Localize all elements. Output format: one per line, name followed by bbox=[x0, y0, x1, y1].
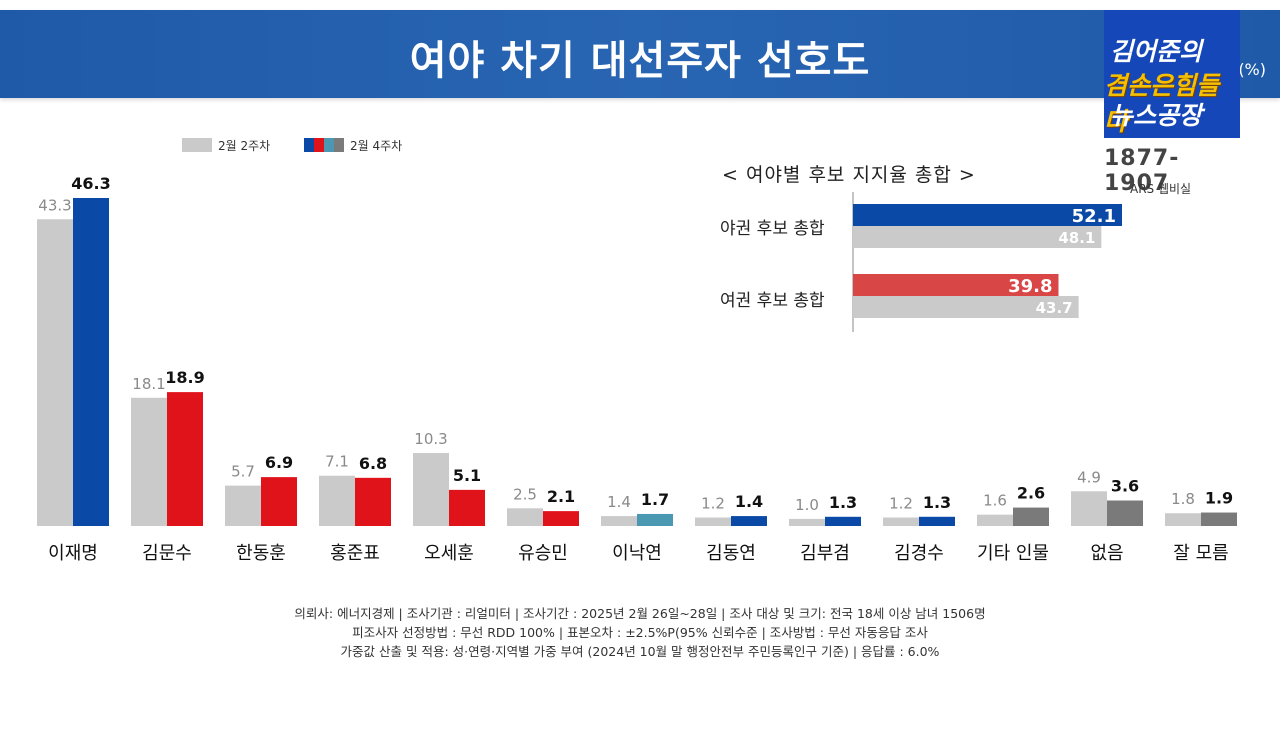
bar-week4 bbox=[355, 477, 391, 526]
legend-swatch-week4 bbox=[304, 138, 344, 152]
logo-background bbox=[1104, 10, 1240, 138]
inset-title: < 여야별 후보 지지율 총합 > bbox=[722, 164, 976, 186]
data-label-week4: 1.7 bbox=[641, 490, 669, 509]
bar-week2 bbox=[37, 219, 73, 527]
data-label-week4: 5.1 bbox=[453, 466, 481, 485]
inset-value-week4: 39.8 bbox=[1008, 276, 1052, 297]
inset-label-opposition: 야권 후보 총합 bbox=[720, 219, 825, 239]
data-label-week2: 4.9 bbox=[1077, 468, 1101, 486]
bar-week4 bbox=[261, 477, 297, 526]
category-label: 한동훈 bbox=[236, 543, 286, 564]
bar-week4 bbox=[167, 392, 203, 526]
bar-week2 bbox=[695, 517, 731, 526]
data-label-week4: 1.9 bbox=[1205, 489, 1233, 508]
footnote-line-3: 가중값 산출 및 적용: 성·연령·지역별 가중 부여 (2024년 10월 말… bbox=[340, 644, 940, 659]
legend-label-week2: 2월 2주차 bbox=[218, 139, 271, 153]
bar-week4 bbox=[919, 516, 955, 526]
data-label-week2: 5.7 bbox=[231, 463, 255, 481]
category-label: 기타 인물 bbox=[977, 543, 1049, 564]
chart-title: 여야 차기 대선주자 선호도 bbox=[409, 38, 871, 84]
data-label-week4: 1.4 bbox=[735, 492, 763, 511]
data-label-week2: 1.2 bbox=[889, 494, 913, 512]
data-label-week2: 7.1 bbox=[325, 453, 349, 471]
data-label-week2: 2.5 bbox=[513, 485, 537, 503]
bar-week4 bbox=[543, 511, 579, 526]
data-label-week4: 1.3 bbox=[923, 493, 951, 512]
bar-week2 bbox=[977, 514, 1013, 526]
category-label: 이낙연 bbox=[612, 543, 662, 564]
unit-label: (%) bbox=[1238, 60, 1266, 79]
bar-week2 bbox=[1165, 513, 1201, 526]
data-label-week4: 18.9 bbox=[165, 368, 204, 387]
inset-bar-week2 bbox=[853, 226, 1102, 248]
category-label: 오세훈 bbox=[424, 543, 474, 564]
data-label-week2: 1.2 bbox=[701, 494, 725, 512]
bar-week4 bbox=[449, 489, 485, 526]
bar-week4 bbox=[731, 516, 767, 526]
data-label-week4: 2.1 bbox=[547, 487, 575, 506]
inset-bar-week4 bbox=[853, 204, 1122, 226]
legend-swatch-week2 bbox=[182, 138, 212, 152]
data-label-week4: 6.9 bbox=[265, 453, 293, 472]
logo-subtitle: ARS 웹비실 bbox=[1130, 182, 1192, 196]
bar-week2 bbox=[319, 475, 355, 526]
data-label-week2: 18.1 bbox=[132, 375, 165, 393]
data-label-week2: 1.0 bbox=[795, 496, 819, 514]
inset-value-week4: 52.1 bbox=[1072, 206, 1116, 227]
inset-bar-week2 bbox=[853, 296, 1079, 318]
category-label: 없음 bbox=[1090, 543, 1123, 564]
data-label-week2: 1.8 bbox=[1171, 490, 1195, 508]
legend-label-week4: 2월 4주차 bbox=[350, 139, 403, 153]
bar-week4 bbox=[1013, 507, 1049, 526]
bar-week4 bbox=[73, 198, 109, 526]
bar-week2 bbox=[225, 485, 261, 526]
inset-value-week2: 43.7 bbox=[1036, 299, 1073, 317]
data-label-week4: 6.8 bbox=[359, 454, 387, 473]
data-label-week4: 1.3 bbox=[829, 493, 857, 512]
inset-bar-week4 bbox=[853, 274, 1059, 296]
bar-week4 bbox=[1201, 512, 1237, 526]
bar-week2 bbox=[507, 508, 543, 526]
data-label-week4: 3.6 bbox=[1111, 476, 1139, 495]
survey-footnotes: 의뢰사: 에너지경제 | 조사기관 : 리얼미터 | 조사기간 : 2025년 … bbox=[0, 604, 1280, 661]
footnote-line-1: 의뢰사: 에너지경제 | 조사기관 : 리얼미터 | 조사기간 : 2025년 … bbox=[294, 606, 986, 621]
logo-line-3: 뉴스공장 bbox=[1110, 101, 1203, 130]
bar-week2 bbox=[413, 453, 449, 526]
category-label: 김동연 bbox=[706, 543, 756, 564]
logo-line-1: 김어준의 bbox=[1110, 37, 1203, 66]
data-label-week2: 43.3 bbox=[38, 196, 71, 214]
category-label: 유승민 bbox=[518, 543, 568, 564]
bar-week2 bbox=[131, 397, 167, 526]
bar-week4 bbox=[825, 516, 861, 526]
category-label: 김부겸 bbox=[800, 543, 850, 564]
category-label: 김경수 bbox=[894, 543, 944, 564]
logo-line-2: 겸손은힘들다 bbox=[1104, 71, 1220, 136]
title-banner: 여야 차기 대선주자 선호도 (%) bbox=[0, 10, 1280, 98]
bar-week4 bbox=[1107, 500, 1143, 526]
category-label: 김문수 bbox=[142, 543, 192, 564]
data-label-week2: 10.3 bbox=[414, 430, 447, 448]
program-logo: 김어준의 겸손은힘들다 뉴스공장 bbox=[1104, 10, 1240, 138]
inset-label-ruling: 여권 후보 총합 bbox=[720, 291, 825, 311]
category-label: 잘 모름 bbox=[1173, 543, 1228, 564]
bar-week4 bbox=[637, 513, 673, 526]
data-label-week2: 1.6 bbox=[983, 492, 1007, 510]
category-label: 이재명 bbox=[48, 543, 98, 564]
bar-week2 bbox=[789, 518, 825, 526]
bar-week2 bbox=[601, 516, 637, 526]
inset-value-week2: 48.1 bbox=[1058, 229, 1095, 247]
logo-years: 1877-1907 bbox=[1104, 146, 1180, 196]
chart-canvas: 43.346.3 이재명 18.1 18.9 김문수 5.7 6.9 한동훈 7.1 6.8 홍준표… bbox=[37, 174, 1237, 564]
category-label: 홍준표 bbox=[330, 543, 380, 564]
bar-week2 bbox=[1071, 491, 1107, 526]
footnote-line-2: 피조사자 선정방법 : 무선 RDD 100% | 표본오차 : ±2.5%P(… bbox=[352, 625, 928, 640]
data-label-week4: 2.6 bbox=[1017, 484, 1045, 503]
bar-week2 bbox=[883, 517, 919, 526]
data-label-week2: 1.4 bbox=[607, 493, 631, 511]
data-label-week4: 46.3 bbox=[71, 174, 110, 193]
